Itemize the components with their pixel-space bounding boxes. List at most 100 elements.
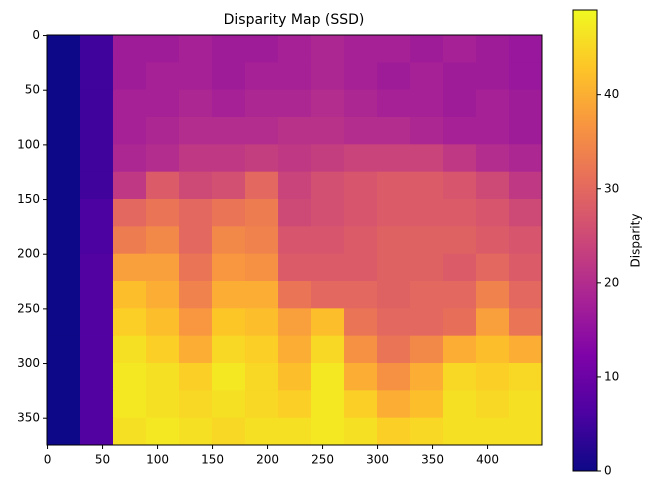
heatmap-cell [179,363,213,391]
heatmap-cell [509,226,543,255]
heatmap-cell [245,171,279,200]
heatmap-cell [377,308,411,337]
heatmap-cell [47,199,81,227]
heatmap-cell [344,35,378,63]
heatmap-cell [476,226,510,255]
heatmap-cell [344,335,378,364]
y-tick-label: 0 [32,28,40,42]
heatmap-cell [146,308,180,337]
heatmap-cell [377,390,411,419]
heatmap-cell [509,35,543,63]
heatmap-cell [245,308,279,337]
heatmap-cell [476,35,510,63]
heatmap-cell [509,363,543,391]
y-tick-label: 150 [17,192,40,206]
heatmap-cell [80,117,114,145]
heatmap-cell [377,417,411,446]
colorbar-tick-label: 30 [604,181,619,195]
heatmap-cell [47,253,81,282]
heatmap-cell [113,363,147,391]
heatmap-cell [377,199,411,227]
heatmap-cell [344,171,378,200]
heatmap-cell [80,417,114,446]
heatmap-cell [212,89,246,118]
heatmap-cell [212,253,246,282]
heatmap-cell [212,117,246,145]
heatmap-cell [179,390,213,419]
heatmap-cell [80,171,114,200]
heatmap-cell [245,89,279,118]
axes-frame [46,34,543,446]
heatmap-cell [443,226,477,255]
heatmap-cell [344,62,378,91]
heatmap-cell [146,390,180,419]
x-tick-label: 50 [95,453,110,467]
heatmap-cell [179,89,213,118]
x-tick-label: 350 [421,453,444,467]
heatmap-cell [146,144,180,173]
heatmap-cell [278,171,312,200]
heatmap-cell [113,62,147,91]
heatmap-cell [245,417,279,446]
colorbar-tick-label: 40 [604,87,619,101]
heatmap-cell [47,417,81,446]
heatmap-cell [113,144,147,173]
heatmap-cell [47,308,81,337]
heatmap-cell [179,199,213,227]
heatmap-cell [377,363,411,391]
y-tick-label: 250 [17,301,40,315]
heatmap-cell [113,335,147,364]
heatmap-cell [377,89,411,118]
heatmap-cell [344,253,378,282]
heatmap-cell [146,226,180,255]
heatmap-cell [212,417,246,446]
heatmap-cell [509,308,543,337]
heatmap-cell [476,89,510,118]
heatmap-cell [443,363,477,391]
heatmap-cell [245,281,279,309]
heatmap-cell [113,281,147,309]
colorbar-tick-label: 10 [604,369,619,383]
heatmap-cell [476,390,510,419]
heatmap-cell [377,144,411,173]
heatmap-cell [179,417,213,446]
heatmap-cell [410,226,444,255]
heatmap-cell [443,335,477,364]
heatmap-cell [311,35,345,63]
heatmap-cell [476,199,510,227]
heatmap-cell [245,335,279,364]
heatmap-cell [146,417,180,446]
heatmap-cell [410,335,444,364]
heatmap-cell [212,335,246,364]
heatmap-cell [311,417,345,446]
x-tick-label: 100 [146,453,169,467]
heatmap-cell [410,35,444,63]
heatmap-cell [278,363,312,391]
heatmap-cell [476,281,510,309]
heatmap-cell [113,390,147,419]
heatmap-cell [509,390,543,419]
heatmap-cell [212,35,246,63]
heatmap-cell [377,62,411,91]
heatmap-cell [278,390,312,419]
heatmap-cell [146,62,180,91]
y-tick-label: 200 [17,247,40,261]
heatmap-cell [212,308,246,337]
heatmap-cell [146,117,180,145]
heatmap-cell [113,171,147,200]
heatmap-cell [80,390,114,419]
heatmap-cell [47,117,81,145]
heatmap-cell [443,89,477,118]
x-tick-label: 150 [201,453,224,467]
heatmap-cell [410,363,444,391]
heatmap-cell [311,226,345,255]
heatmap-cell [113,117,147,145]
heatmap-cell [476,171,510,200]
heatmap-cell [311,363,345,391]
x-tick-label: 0 [44,453,52,467]
heatmap-cell [311,171,345,200]
heatmap-cell [80,253,114,282]
heatmap-cell [245,62,279,91]
heatmap-cell [179,335,213,364]
